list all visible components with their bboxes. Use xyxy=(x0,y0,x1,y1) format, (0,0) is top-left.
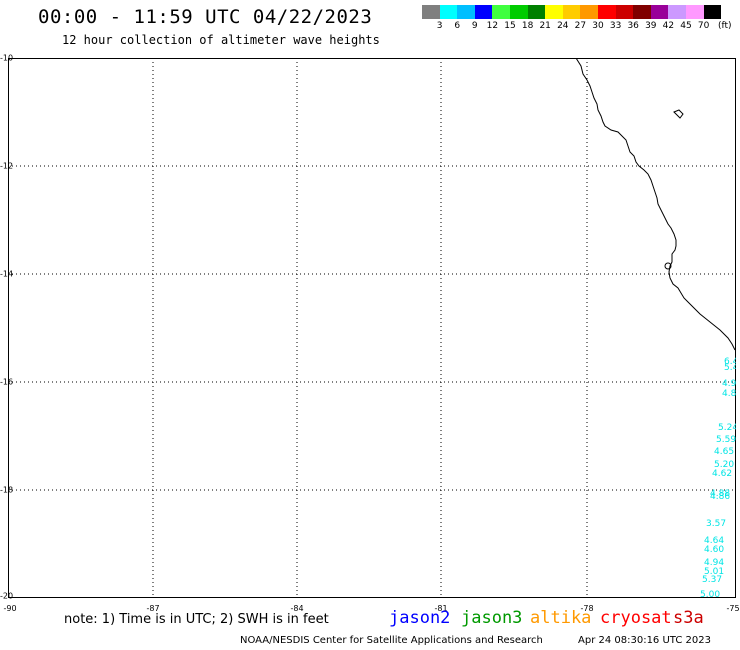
satellite-label-jason3: jason3 xyxy=(461,608,523,628)
colorbar-swatch xyxy=(562,5,581,19)
colorbar-label: 70 xyxy=(697,21,710,31)
colorbar-label: 42 xyxy=(662,21,675,31)
colorbar-labels: 3 6 9 12 15 18 21 24 27 30 33 36 39 42 45 70 xyxy=(422,21,740,33)
colorbar-swatch xyxy=(474,5,493,19)
colorbar-label: 45 xyxy=(680,21,692,31)
colorbar-swatch xyxy=(580,5,598,19)
lat-label: -12 xyxy=(0,161,14,171)
lat-label: -10 xyxy=(0,53,14,63)
colorbar-label: 9 xyxy=(471,21,478,31)
map-title: 00:00 - 11:59 UTC 04/22/2023 xyxy=(38,6,373,28)
colorbar-label: 24 xyxy=(557,21,569,31)
lon-label: -75 xyxy=(726,604,740,613)
footer-source: NOAA/NESDIS Center for Satellite Applica… xyxy=(240,635,543,646)
swh-value: 4.88 xyxy=(710,489,730,499)
swh-value: 6.4 xyxy=(724,357,736,367)
swh-value: 4.8 xyxy=(722,389,736,399)
lon-label: -78 xyxy=(580,604,594,613)
satellite-label-cryosat: cryosat xyxy=(600,608,672,628)
colorbar-label: 21 xyxy=(539,21,551,31)
colorbar-swatch xyxy=(668,5,686,19)
colorbar-label: 6 xyxy=(454,21,461,31)
map-subtitle: 12 hour collection of altimeter wave hei… xyxy=(62,33,380,47)
swh-track: 6.45.4 4.94.8 5.24 5.59 4.65 5.204.62 4.884.86… xyxy=(700,357,736,598)
swh-value: 4.60 xyxy=(704,545,724,555)
coastline-inlet xyxy=(664,262,672,270)
colorbar-swatch xyxy=(492,5,510,19)
colorbar-label: 30 xyxy=(592,21,604,31)
colorbar-swatch xyxy=(650,5,669,19)
colorbar-label: 18 xyxy=(521,21,534,31)
lon-label: -81 xyxy=(434,604,448,613)
lat-label: -18 xyxy=(0,485,14,495)
lat-label: -20 xyxy=(0,591,14,601)
colorbar-swatch xyxy=(439,5,458,19)
satellite-label-altika: altika xyxy=(530,608,592,628)
lon-label: -84 xyxy=(290,604,304,613)
coastline xyxy=(575,58,736,351)
colorbar-swatch xyxy=(422,5,440,19)
lon-label: -87 xyxy=(146,604,160,613)
colorbar-label: 33 xyxy=(609,21,622,31)
satellite-label-s3a: s3a xyxy=(673,608,704,628)
colorbar-swatch xyxy=(685,5,704,19)
colorbar-swatch xyxy=(545,5,563,19)
swh-value: 5.59 xyxy=(716,435,736,445)
swh-value: 3.57 xyxy=(706,519,726,529)
lat-label: -14 xyxy=(0,269,14,279)
swh-value: 5.20 xyxy=(714,460,734,470)
island xyxy=(673,109,684,119)
colorbar-swatch xyxy=(703,5,722,19)
swh-value: 4.64 xyxy=(704,536,724,546)
colorbar-label: 3 xyxy=(436,21,443,31)
swh-value: 5.37 xyxy=(702,575,722,585)
colorbar-swatch xyxy=(615,5,634,19)
colorbar-swatch xyxy=(597,5,616,19)
lat-label: -16 xyxy=(0,377,14,387)
satellite-label-jason2: jason2 xyxy=(389,608,451,628)
colorbar-swatch xyxy=(633,5,651,19)
swh-value: 4.86 xyxy=(710,492,730,502)
swh-value: 4.62 xyxy=(712,469,732,479)
colorbar-label: 27 xyxy=(574,21,587,31)
colorbar-label: 39 xyxy=(645,21,657,31)
grid-lines xyxy=(8,58,736,598)
note-text: note: 1) Time is in UTC; 2) SWH is in fe… xyxy=(64,612,329,627)
colorbar-swatch xyxy=(457,5,475,19)
colorbar-label: 15 xyxy=(504,21,516,31)
footer-timestamp: Apr 24 08:30:16 UTC 2023 xyxy=(578,635,711,646)
swh-value: 4.94 xyxy=(704,558,724,568)
swh-value: 5.01 xyxy=(704,567,724,577)
colorbar-swatch xyxy=(509,5,528,19)
colorbar-unit: (ft) xyxy=(718,21,732,31)
swh-value: 4.65 xyxy=(714,447,734,457)
colorbar-label: 36 xyxy=(627,21,639,31)
colorbar-label: 12 xyxy=(486,21,499,31)
swh-value: 5.4 xyxy=(724,363,736,373)
swh-value: 4.9 xyxy=(722,379,736,389)
swh-value: 5.24 xyxy=(718,423,736,433)
wave-height-colorbar xyxy=(422,5,722,19)
map-border xyxy=(8,58,736,598)
lon-label: -90 xyxy=(3,604,17,613)
swh-value: 5.00 xyxy=(700,590,720,598)
map-plot: 6.45.4 4.94.8 5.24 5.59 4.65 5.204.62 4.884.86… xyxy=(8,58,736,598)
colorbar-swatch xyxy=(527,5,546,19)
